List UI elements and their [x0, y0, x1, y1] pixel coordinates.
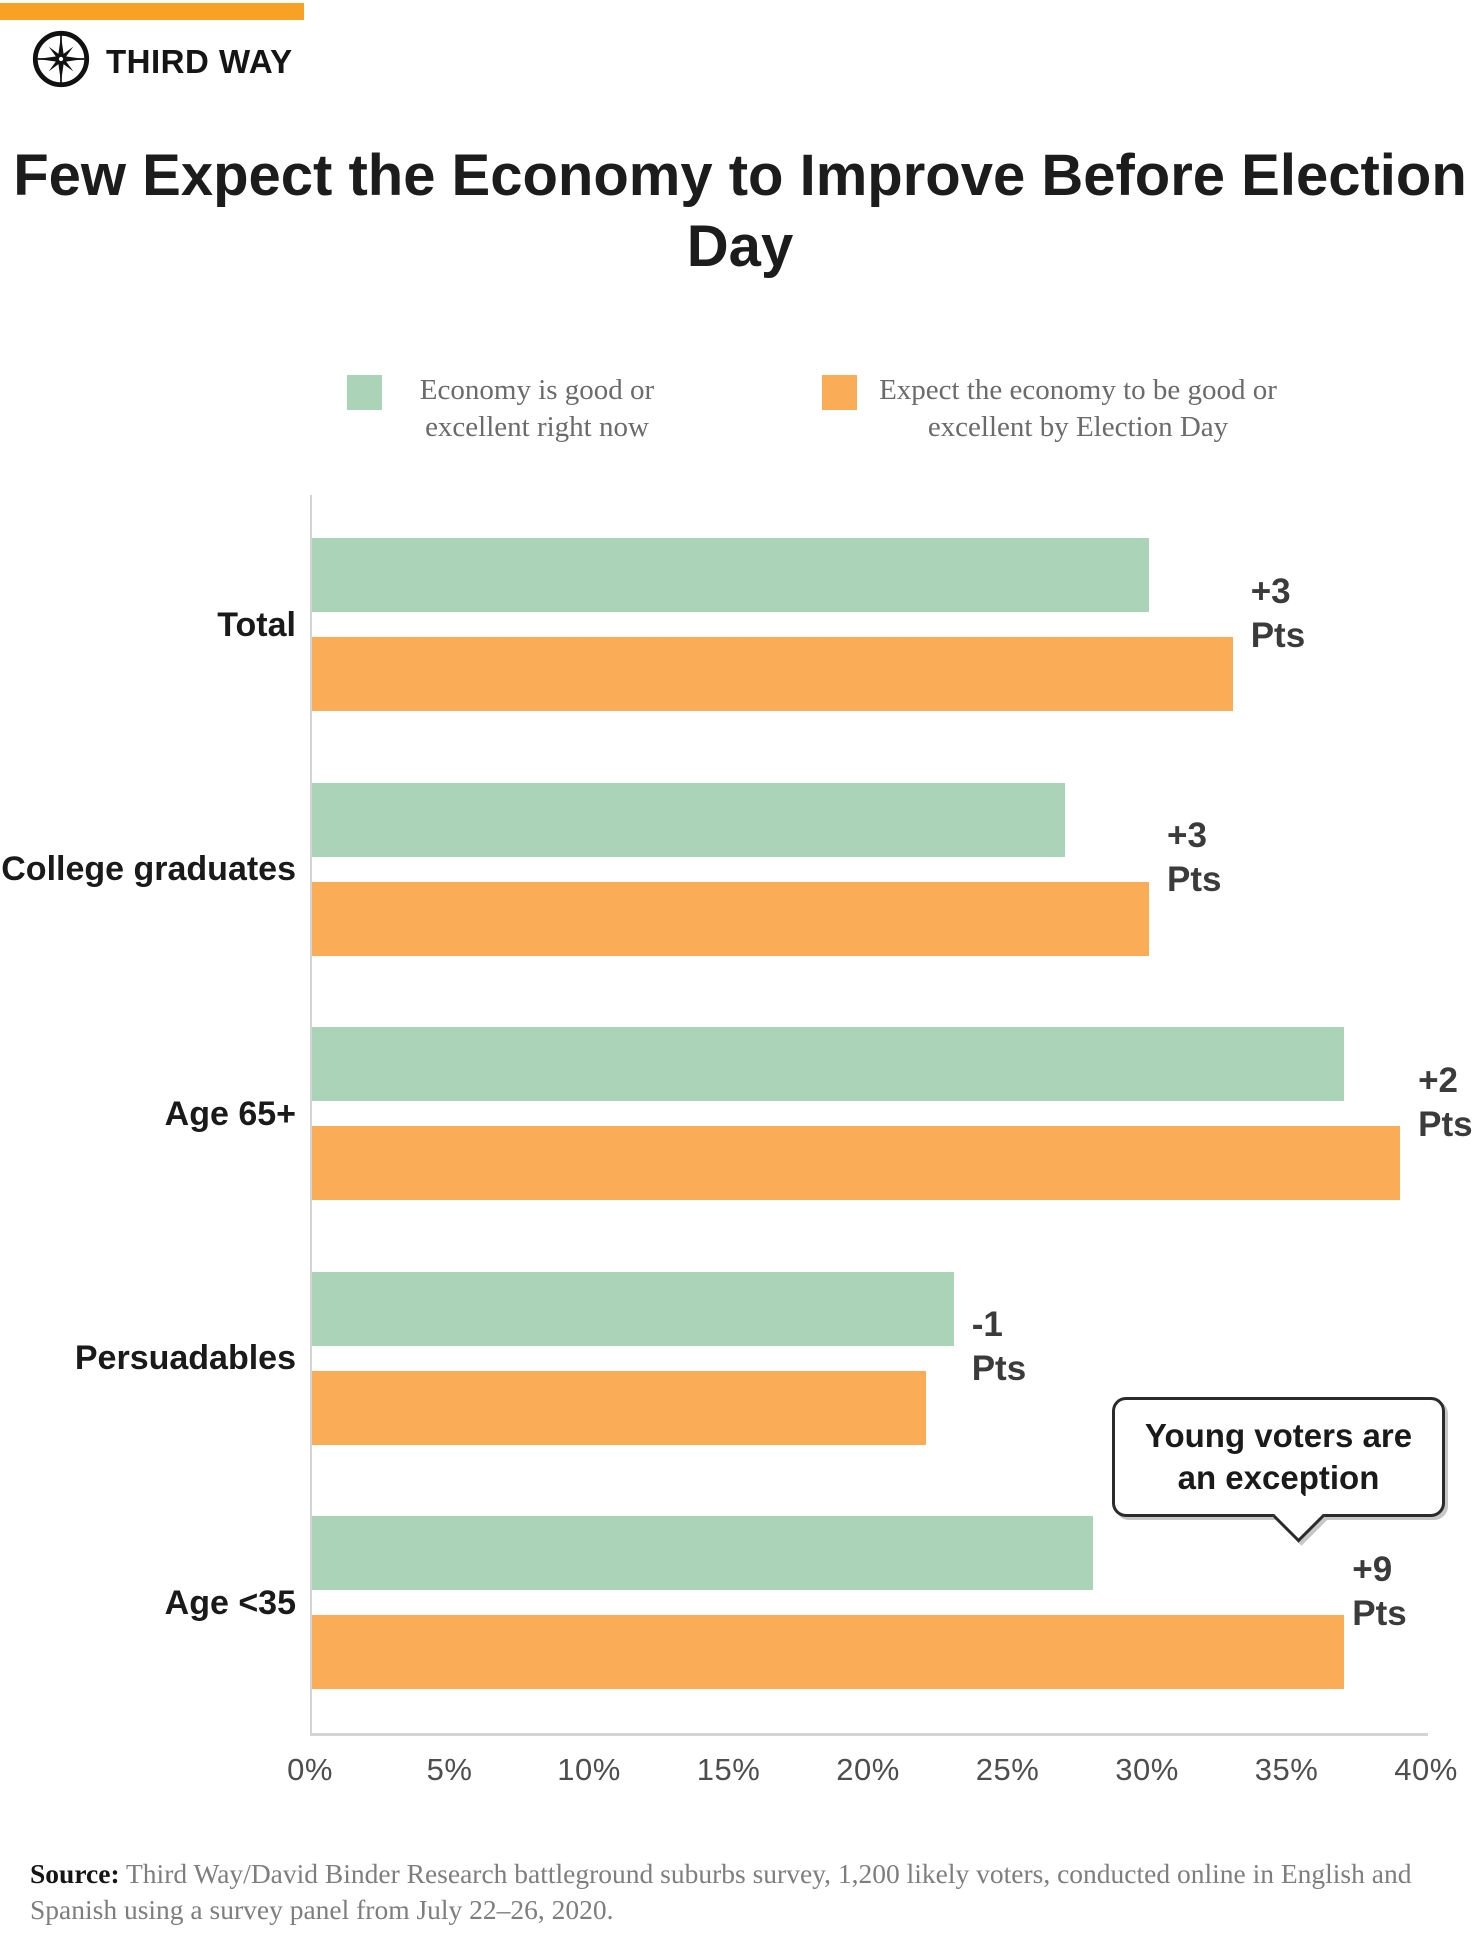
bar-expect-1 — [312, 881, 1149, 956]
legend-item-expect: Expect the economy to be good or excelle… — [822, 372, 1290, 446]
compass-icon — [30, 28, 92, 95]
bar-expect-2 — [312, 1126, 1401, 1200]
source-label: Source: — [30, 1858, 120, 1889]
x-tick-label: 20% — [836, 1752, 900, 1787]
category-label: Age <35 — [164, 1583, 296, 1622]
legend-swatch-green — [347, 375, 382, 410]
x-tick-label: 40% — [1394, 1752, 1458, 1787]
page-title: Few Expect the Economy to Improve Before… — [13, 143, 1467, 279]
bar-now-4 — [312, 1516, 1094, 1590]
callout: Young voters are an exception — [1112, 1397, 1445, 1543]
category-label: Age 65+ — [164, 1094, 296, 1133]
change-label: +9 Pts — [1352, 1549, 1407, 1633]
bar-now-2 — [312, 1027, 1345, 1101]
source-text: Third Way/David Binder Research battlegr… — [30, 1858, 1412, 1925]
legend-item-now: Economy is good or excellent right now — [347, 372, 683, 446]
x-tick-label: 25% — [975, 1752, 1040, 1787]
bar-expect-0 — [312, 637, 1233, 711]
category-axis-labels: Total College graduates Age 65+ Persuadable… — [0, 495, 296, 1733]
category-label: College graduates — [1, 850, 296, 888]
plot-area: +3 Pts +3 Pts +2 Pts -1 Pts +9 Pts — [310, 495, 1473, 1736]
x-axis: 0% 5% 10% 15% 20% 25% 30% 35% 40% — [287, 1752, 1457, 1792]
change-label: +3 Pts — [1167, 816, 1222, 899]
bar-expect-3 — [312, 1370, 926, 1445]
callout-box: Young voters are an exception — [1112, 1397, 1445, 1517]
top-banner — [0, 3, 304, 20]
x-tick-label: 5% — [426, 1752, 473, 1787]
callout-text: Young voters are an exception — [1144, 1417, 1413, 1496]
x-tick-label: 30% — [1115, 1752, 1179, 1787]
x-tick-label: 15% — [696, 1752, 761, 1787]
category-label: Persuadables — [74, 1339, 296, 1377]
x-tick-label: 35% — [1254, 1752, 1319, 1787]
legend-label-now: Economy is good or excellent right now — [419, 374, 655, 443]
x-tick-label: 0% — [287, 1752, 333, 1787]
bar-expect-4 — [312, 1615, 1345, 1689]
bar-now-0 — [312, 538, 1149, 612]
change-label: +2 Pts — [1418, 1060, 1473, 1144]
brand-name: THIRD WAY — [106, 42, 293, 80]
legend-label-expect: Expect the economy to be good or excelle… — [879, 374, 1277, 443]
legend-swatch-orange — [822, 375, 857, 410]
bar-now-3 — [312, 1271, 954, 1346]
change-label: -1 Pts — [971, 1305, 1027, 1388]
bar-now-1 — [312, 782, 1066, 857]
category-label: Total — [217, 605, 296, 644]
change-label: +3 Pts — [1250, 571, 1306, 655]
x-tick-label: 10% — [557, 1752, 621, 1787]
brand-logo: THIRD WAY — [30, 28, 293, 95]
source-note: Source: Third Way/David Binder Research … — [30, 1856, 1454, 1927]
